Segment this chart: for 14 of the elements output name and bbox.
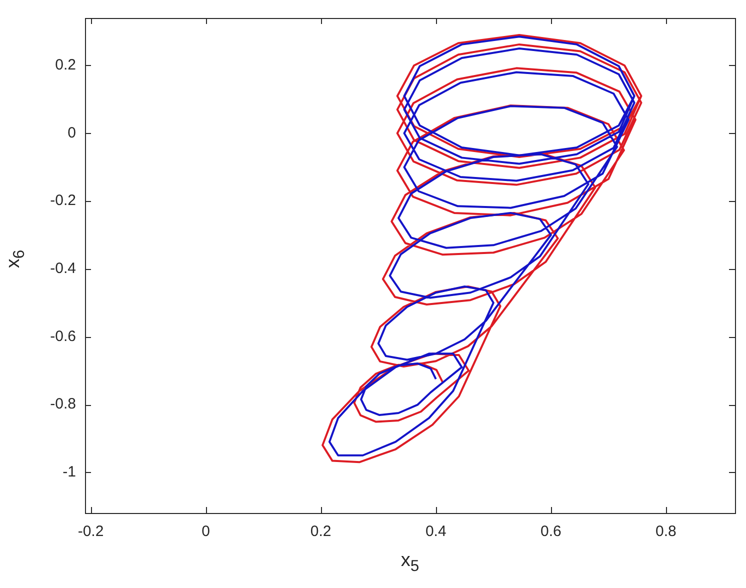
x-tick-label: 0.6 <box>540 523 562 540</box>
y-tick-label: 0.2 <box>55 56 76 74</box>
y-tick-label: -0.6 <box>50 328 76 345</box>
x-tick-label: -0.2 <box>78 523 104 540</box>
y-tick-label: -0.8 <box>50 396 76 413</box>
y-tick-label: -1 <box>62 463 76 480</box>
x-tick-label: 0.8 <box>656 523 676 540</box>
x-tick-label: 0 <box>202 523 210 540</box>
x-tick-label: 0.2 <box>310 523 332 540</box>
y-tick-label: 0 <box>68 124 76 142</box>
y-tick-label: -0.2 <box>50 192 76 210</box>
y-tick-label: -0.4 <box>50 260 76 278</box>
x-axis-title: x$_{5}$ <box>400 550 420 576</box>
x-tick-label: 0.4 <box>425 523 446 540</box>
